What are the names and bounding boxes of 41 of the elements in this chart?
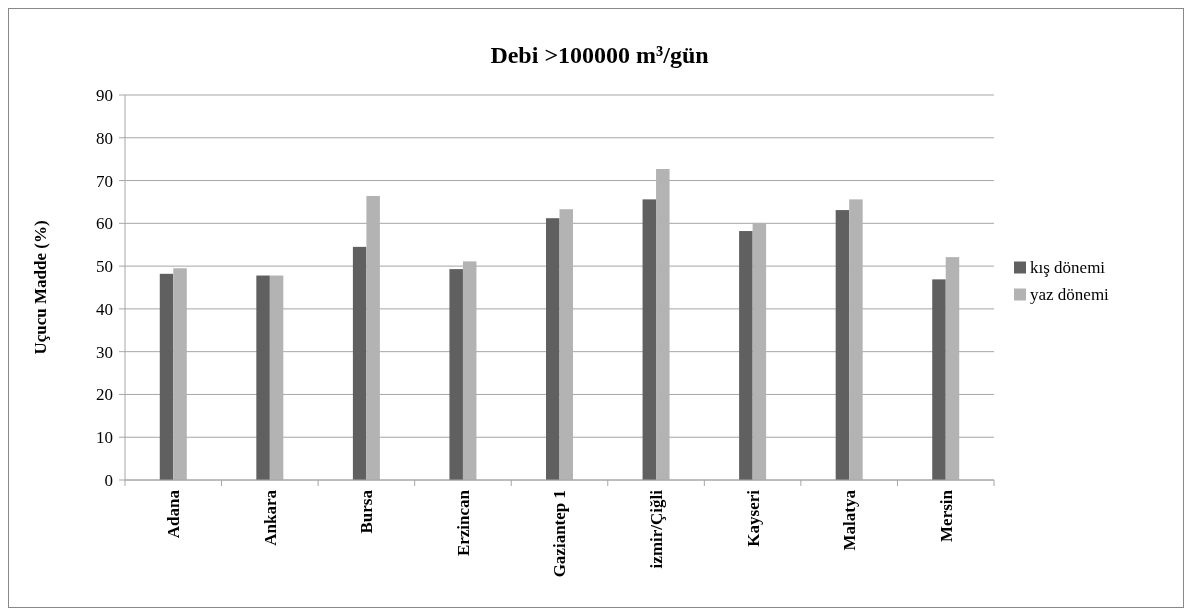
bar bbox=[642, 199, 657, 480]
bar bbox=[159, 273, 174, 480]
bar bbox=[352, 246, 367, 480]
y-tick-label: 50 bbox=[96, 257, 113, 277]
bar bbox=[462, 261, 477, 480]
y-tick-label: 90 bbox=[96, 85, 113, 105]
bar bbox=[739, 231, 753, 480]
bar bbox=[835, 210, 850, 480]
x-tick-label: Kayseri bbox=[743, 489, 763, 547]
bar bbox=[269, 275, 284, 480]
bar bbox=[656, 169, 670, 480]
legend-label: yaz dönemi bbox=[1030, 285, 1110, 305]
x-tick-label: Gaziantep 1 bbox=[550, 490, 570, 578]
bar bbox=[256, 275, 270, 480]
bar bbox=[945, 257, 960, 480]
x-tick-label: Malatya bbox=[840, 489, 860, 551]
y-tick-label: 20 bbox=[96, 385, 113, 405]
legend-label: kış dönemi bbox=[1030, 258, 1106, 278]
bar bbox=[849, 199, 863, 480]
bar bbox=[366, 195, 380, 480]
y-tick-label: 10 bbox=[96, 428, 113, 448]
chart-title: Debi >100000 m³/gün bbox=[490, 42, 709, 68]
y-tick-label: 30 bbox=[96, 342, 113, 362]
bar bbox=[449, 269, 463, 480]
bar bbox=[559, 209, 573, 480]
x-tick-label: Mersin bbox=[936, 489, 956, 542]
y-tick-label: 40 bbox=[96, 299, 113, 319]
x-tick-label: Ankara bbox=[260, 489, 280, 546]
y-tick-label: 80 bbox=[96, 128, 113, 148]
y-tick-label: 0 bbox=[104, 470, 113, 490]
y-axis-title: Uçucu Madde (%) bbox=[31, 220, 50, 355]
y-tick-label: 60 bbox=[96, 214, 113, 234]
bar bbox=[752, 222, 767, 480]
y-tick-label: 70 bbox=[96, 171, 113, 191]
x-tick-label: izmir/Çiğli bbox=[647, 489, 667, 569]
x-tick-label: Erzincan bbox=[453, 489, 473, 557]
bar bbox=[932, 279, 946, 480]
bar bbox=[173, 268, 187, 480]
x-tick-label: Bursa bbox=[357, 489, 377, 534]
bar bbox=[546, 218, 560, 480]
x-tick-label: Adana bbox=[164, 489, 184, 539]
